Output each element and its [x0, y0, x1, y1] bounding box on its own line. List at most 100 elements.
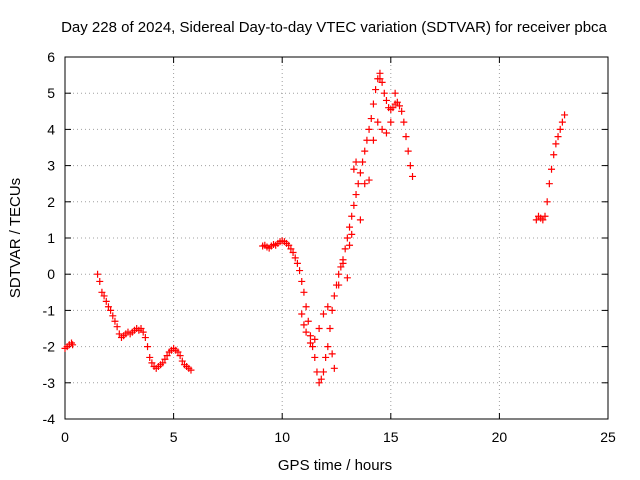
- data-point: [409, 172, 417, 180]
- data-point: [359, 158, 367, 166]
- data-point: [159, 359, 167, 367]
- chart-title: Day 228 of 2024, Sidereal Day-to-day VTE…: [61, 19, 607, 36]
- data-point: [343, 274, 351, 282]
- data-point: [304, 317, 312, 325]
- data-point: [322, 353, 330, 361]
- data-point: [330, 364, 338, 372]
- x-tick-label: 15: [383, 429, 399, 445]
- data-point: [387, 118, 395, 126]
- series-segment-1: [61, 339, 77, 352]
- y-tick-label: 4: [47, 121, 55, 137]
- y-tick-label: 2: [47, 194, 55, 210]
- plot-frame: [64, 56, 609, 420]
- data-point: [178, 357, 186, 365]
- data-point: [348, 230, 356, 238]
- data-point: [139, 328, 147, 336]
- data-point: [365, 125, 373, 133]
- data-point: [548, 165, 556, 173]
- data-point: [335, 281, 343, 289]
- y-tick-label: 1: [47, 230, 55, 246]
- x-tick-label: 5: [170, 429, 178, 445]
- data-point: [402, 133, 410, 141]
- data-point: [341, 245, 349, 253]
- data-point: [395, 102, 403, 110]
- data-points: [61, 69, 569, 387]
- data-point: [291, 254, 299, 262]
- series-segment-3-scatter: [298, 75, 399, 372]
- data-point: [378, 78, 386, 86]
- data-point: [346, 223, 354, 231]
- data-point: [324, 303, 332, 311]
- data-point: [107, 306, 115, 314]
- data-point: [380, 89, 388, 97]
- data-point: [315, 379, 323, 387]
- data-point: [328, 306, 336, 314]
- data-point: [298, 277, 306, 285]
- data-point: [69, 341, 77, 349]
- data-point: [348, 212, 356, 220]
- data-point: [361, 147, 369, 155]
- data-point: [148, 359, 156, 367]
- data-point: [298, 310, 306, 318]
- data-point: [350, 165, 358, 173]
- data-point: [94, 270, 102, 278]
- y-tick-label: -1: [43, 302, 56, 318]
- series-segment-4: [532, 111, 569, 224]
- data-point: [287, 245, 295, 253]
- data-point: [369, 136, 377, 144]
- data-point: [543, 198, 551, 206]
- data-point: [352, 191, 360, 199]
- data-point: [311, 353, 319, 361]
- data-point: [339, 259, 347, 267]
- data-point: [187, 366, 195, 374]
- data-point: [365, 176, 373, 184]
- x-tick-label: 10: [274, 429, 290, 445]
- data-point: [174, 348, 182, 356]
- data-point: [382, 96, 390, 104]
- data-point: [326, 325, 334, 332]
- data-point: [532, 216, 540, 224]
- data-point: [137, 325, 145, 332]
- data-point: [545, 180, 553, 188]
- data-point: [404, 147, 412, 155]
- axis-ticks: 0 5 10 15 20 25 -4 -3 -2 -1 0 1 2 3 4 5 6: [43, 49, 616, 445]
- data-point: [541, 212, 549, 220]
- data-point: [335, 270, 343, 278]
- data-point: [144, 343, 152, 351]
- data-point: [319, 368, 327, 376]
- data-point: [356, 216, 364, 224]
- data-point: [363, 136, 371, 144]
- data-point: [324, 343, 332, 351]
- data-point: [376, 75, 384, 83]
- y-axis-label: SDTVAR / TECUs: [7, 178, 24, 298]
- data-point: [315, 325, 323, 332]
- y-tick-label: -3: [43, 375, 56, 391]
- data-point: [369, 100, 377, 108]
- data-point: [354, 180, 362, 188]
- data-point: [161, 355, 169, 363]
- data-point: [378, 125, 386, 133]
- data-point: [337, 263, 345, 271]
- data-point: [141, 334, 149, 342]
- data-point: [313, 368, 321, 376]
- y-tick-label: 3: [47, 158, 55, 174]
- data-point: [96, 277, 104, 285]
- data-point: [306, 339, 314, 347]
- data-point: [98, 288, 106, 296]
- data-point: [296, 267, 304, 275]
- data-point: [289, 248, 297, 256]
- y-tick-label: -4: [43, 411, 56, 427]
- data-point: [115, 330, 123, 338]
- data-point: [406, 162, 414, 170]
- data-point: [346, 241, 354, 249]
- data-point: [300, 288, 308, 296]
- grid: [65, 57, 608, 419]
- data-point: [113, 323, 121, 331]
- data-point: [361, 180, 369, 188]
- data-point: [319, 310, 327, 318]
- data-point: [391, 89, 399, 97]
- data-point: [311, 335, 319, 343]
- y-tick-label: 0: [47, 266, 55, 282]
- data-point: [146, 353, 154, 361]
- data-point: [400, 118, 408, 126]
